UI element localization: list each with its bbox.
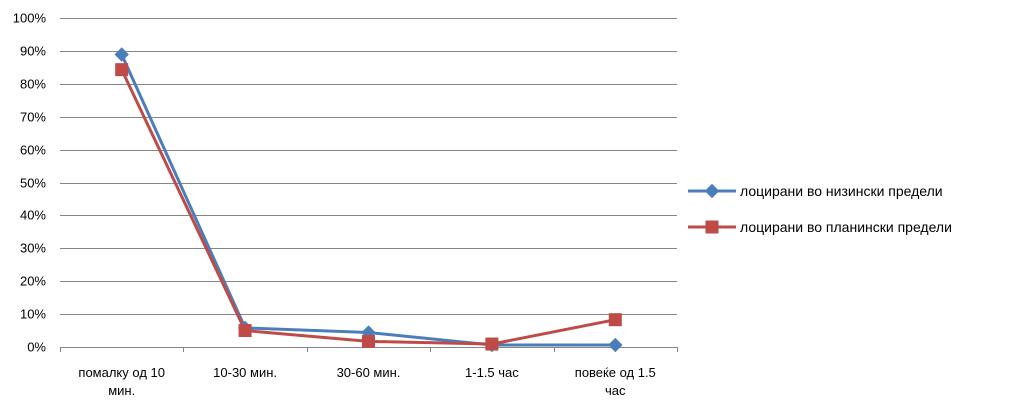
series-markers	[114, 47, 623, 353]
y-tick-label: 70%	[20, 110, 46, 125]
y-tick-label: 0%	[27, 340, 46, 355]
legend-item: лоцирани во планински предели	[688, 219, 952, 235]
x-tick-label: помалку од 10 мин.	[78, 365, 165, 398]
data-point-square	[485, 337, 499, 351]
y-tick-label: 100%	[13, 11, 47, 26]
data-point-diamond	[704, 183, 720, 199]
y-tick-label: 80%	[20, 77, 46, 92]
x-tick-label: 30-60 мин.	[337, 365, 401, 380]
x-tick-label: повеќе од 1.5 час	[575, 365, 656, 398]
series-lines	[120, 53, 616, 347]
y-tick-label: 60%	[20, 143, 46, 158]
legend: лоцирани во низински предели лоцирани во …	[688, 183, 952, 235]
data-point-square	[362, 334, 375, 348]
data-point-square	[238, 324, 252, 338]
data-point-diamond	[114, 47, 129, 62]
data-point-square	[608, 313, 622, 327]
legend-label: лоцирани во низински предели	[740, 183, 943, 199]
series-line-1	[120, 53, 616, 347]
y-tick-label: 40%	[20, 208, 46, 223]
y-tick-label: 90%	[20, 44, 46, 59]
data-point-diamond	[608, 337, 623, 353]
x-axis-tick-marks	[60, 347, 678, 352]
y-axis-tick-labels: 0% 10% 20% 30% 40% 50% 60% 70% 80% 90% 100%	[13, 11, 47, 355]
x-tick-label: 1-1.5 час	[465, 365, 519, 380]
x-tick-label: 10-30 мин.	[213, 365, 277, 380]
legend-label: лоцирани во планински предели	[740, 219, 952, 235]
y-tick-label: 50%	[20, 176, 46, 191]
series-line-2	[120, 69, 616, 346]
data-point-square	[115, 63, 129, 77]
gridlines	[60, 18, 677, 315]
y-tick-label: 20%	[20, 274, 46, 289]
legend-item: лоцирани во низински предели	[688, 183, 943, 199]
data-point-square	[705, 220, 719, 234]
x-axis-tick-labels: помалку од 10 мин. 10-30 мин. 30-60 мин. 1-1…	[78, 365, 655, 398]
y-tick-label: 10%	[20, 307, 46, 322]
y-tick-label: 30%	[20, 241, 46, 256]
